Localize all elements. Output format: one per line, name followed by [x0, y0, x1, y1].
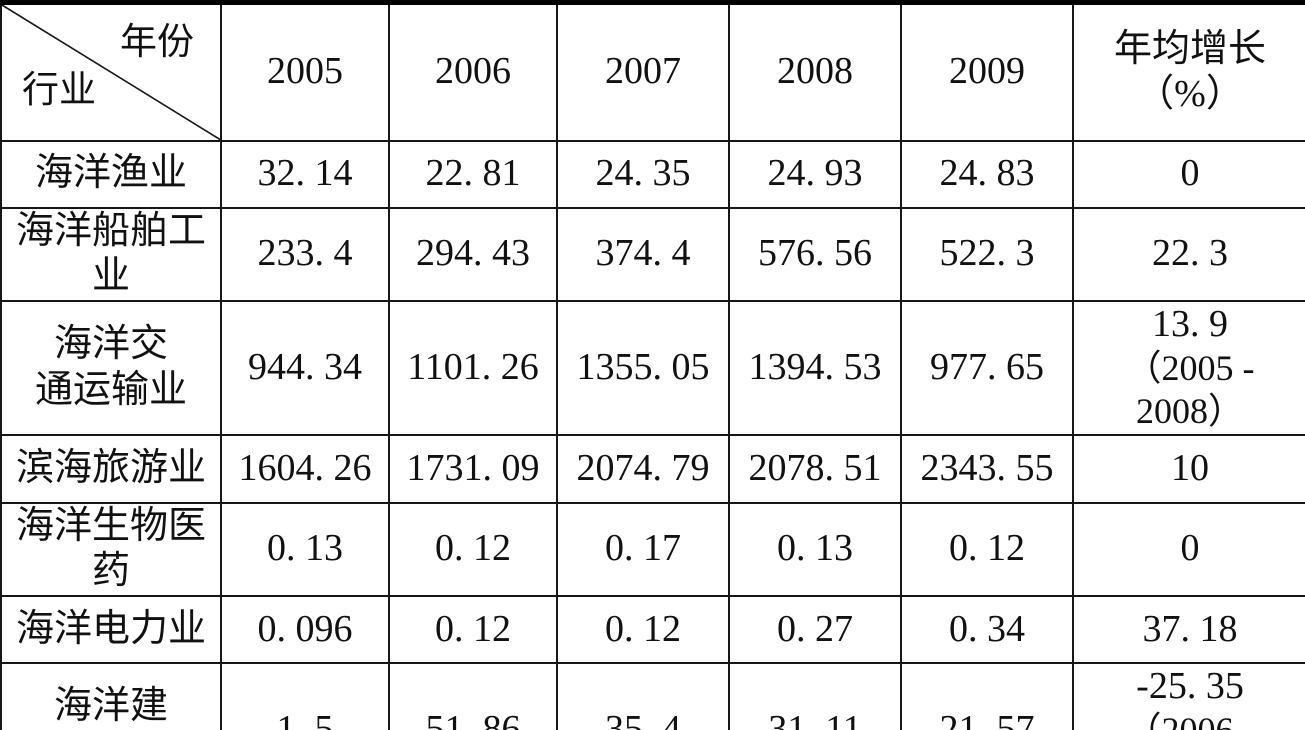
value-cell: 0. 12: [900, 501, 1074, 597]
growth-cell: -25. 35 （2006 - 2009）: [1072, 661, 1305, 730]
value-cell: 1101. 26: [388, 299, 558, 436]
growth-cell: 22. 3: [1072, 206, 1305, 302]
value-cell: 522. 3: [900, 206, 1074, 302]
growth-header-line1: 年均增长: [1113, 27, 1266, 70]
value-cell: 374. 4: [556, 206, 730, 302]
value-cell: 0. 096: [220, 594, 390, 664]
header-row: 年份 行业 2005 2006 2007 2008 2009 年均增长 （%）: [0, 1, 1305, 142]
value-cell: 1355. 05: [556, 299, 730, 436]
table-row: 海洋电力业 0. 096 0. 12 0. 12 0. 27 0. 34 37.…: [0, 594, 1305, 664]
row-label: 滨海旅游业: [0, 433, 222, 504]
value-cell: 21. 57: [900, 661, 1074, 730]
row-label: 海洋建 筑工程业: [0, 661, 222, 730]
corner-cell: 年份 行业: [0, 1, 222, 142]
value-cell: 0. 13: [728, 501, 902, 597]
value-cell: 977. 65: [900, 299, 1074, 436]
year-header-2007: 2007: [556, 1, 730, 142]
value-cell: 2078. 51: [728, 433, 902, 504]
growth-cell: 13. 9 （2005 - 2008）: [1072, 299, 1305, 436]
table-row: 海洋建 筑工程业 1. 5 51. 86 35. 4 31. 11 21. 57…: [0, 661, 1305, 730]
growth-header-line2: （%）: [1136, 73, 1244, 116]
value-cell: 1731. 09: [388, 433, 558, 504]
value-cell: 1. 5: [220, 661, 390, 730]
corner-industry-label: 行业: [22, 70, 96, 112]
value-cell: 2343. 55: [900, 433, 1074, 504]
growth-cell: 37. 18: [1072, 594, 1305, 664]
value-cell: 576. 56: [728, 206, 902, 302]
growth-cell: 10: [1072, 433, 1305, 504]
row-label: 海洋电力业: [0, 594, 222, 664]
row-label: 海洋渔业: [0, 139, 222, 209]
row-label: 海洋生物医药: [0, 501, 222, 597]
value-cell: 294. 43: [388, 206, 558, 302]
value-cell: 1604. 26: [220, 433, 390, 504]
table-row: 滨海旅游业 1604. 26 1731. 09 2074. 79 2078. 5…: [0, 433, 1305, 504]
value-cell: 24. 93: [728, 139, 902, 209]
value-cell: 51. 86: [388, 661, 558, 730]
value-cell: 0. 34: [900, 594, 1074, 664]
value-cell: 233. 4: [220, 206, 390, 302]
table-row: 海洋交 通运输业 944. 34 1101. 26 1355. 05 1394.…: [0, 299, 1305, 436]
year-header-2009: 2009: [900, 1, 1074, 142]
growth-cell: 0: [1072, 501, 1305, 597]
value-cell: 0. 13: [220, 501, 390, 597]
table-row: 海洋船舶工业 233. 4 294. 43 374. 4 576. 56 522…: [0, 206, 1305, 302]
growth-cell: 0: [1072, 139, 1305, 209]
diagonal-line: [2, 5, 220, 140]
value-cell: 0. 12: [556, 594, 730, 664]
value-cell: 2074. 79: [556, 433, 730, 504]
value-cell: 0. 27: [728, 594, 902, 664]
table-row: 海洋生物医药 0. 13 0. 12 0. 17 0. 13 0. 12 0: [0, 501, 1305, 597]
value-cell: 944. 34: [220, 299, 390, 436]
row-label: 海洋船舶工业: [0, 206, 222, 302]
year-header-2008: 2008: [728, 1, 902, 142]
table-row: 海洋渔业 32. 14 22. 81 24. 35 24. 93 24. 83 …: [0, 139, 1305, 209]
corner-year-label: 年份: [120, 22, 194, 63]
year-header-2006: 2006: [388, 1, 558, 142]
row-label: 海洋交 通运输业: [0, 299, 222, 436]
value-cell: 0. 12: [388, 594, 558, 664]
value-cell: 0. 12: [388, 501, 558, 597]
value-cell: 0. 17: [556, 501, 730, 597]
value-cell: 32. 14: [220, 139, 390, 209]
value-cell: 24. 35: [556, 139, 730, 209]
value-cell: 35. 4: [556, 661, 730, 730]
value-cell: 24. 83: [900, 139, 1074, 209]
value-cell: 1394. 53: [728, 299, 902, 436]
year-header-2005: 2005: [220, 1, 390, 142]
growth-header: 年均增长 （%）: [1072, 1, 1305, 142]
value-cell: 31. 11: [728, 661, 902, 730]
value-cell: 22. 81: [388, 139, 558, 209]
